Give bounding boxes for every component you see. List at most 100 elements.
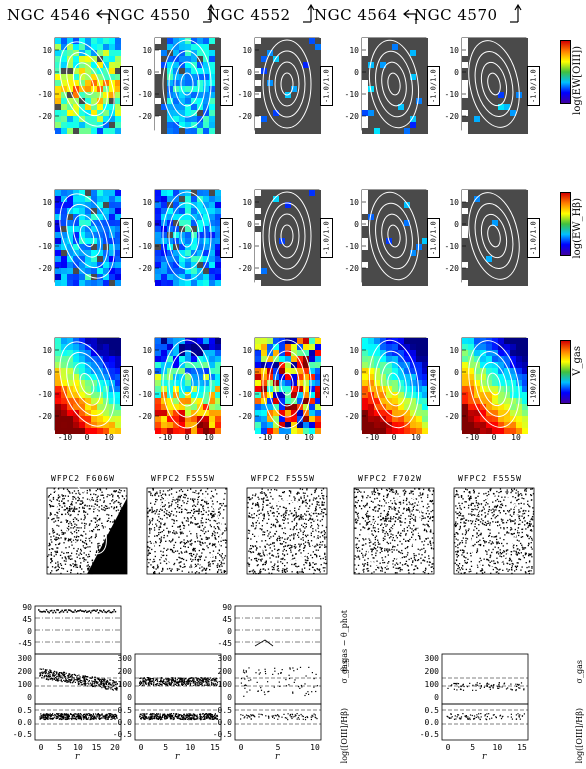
x-tick-label: 15: [210, 743, 220, 752]
orientation-arrow-icon: [403, 9, 417, 24]
profile-plot: 90 45 0 -45 300 200 100 0 0.5 0.0 -0.5 0 5 10: [213, 603, 322, 752]
y-tick-label: 10: [42, 346, 52, 355]
profile-plot: 300 200 100 0 0.5 0.0 -0.5 0 5 10 15: [113, 653, 222, 752]
x-axis-label: r: [175, 752, 180, 762]
y-tick-label: 0: [47, 368, 52, 377]
x-tick-label: 10: [304, 433, 314, 442]
ratio-tick-label: 0.5: [18, 706, 33, 715]
profile-panel: 90 45 0 -45 300 200 100 0 0.5 0.0 -0.5 0 5 10: [213, 603, 322, 752]
x-tick-label: -10: [158, 433, 173, 442]
ratio-tick-label: 0.0: [425, 718, 440, 727]
image-title: WFPC2 F606W: [51, 474, 115, 483]
x-tick-label: 10: [493, 743, 503, 752]
map-panel: 10 0 -10 -20 -1.0/1.0: [38, 189, 135, 286]
x-tick-label: 0: [139, 743, 144, 752]
map-range-label: -60/60: [220, 366, 233, 406]
map-panel: 10 0 -10 -20 -1.0/1.0: [138, 189, 235, 286]
x-tick-label: 5: [163, 743, 168, 752]
ratio-tick-label: 0.0: [18, 718, 33, 727]
pa-tick-label: 90: [222, 603, 232, 612]
map-range-label: -1.0/1.0: [220, 66, 233, 106]
y-tick-label: 0: [454, 220, 459, 229]
y-tick-label: 0: [247, 220, 252, 229]
y-tick-label: 0: [47, 68, 52, 77]
sigma-tick-label: 100: [425, 680, 440, 689]
sigma-tick-label: 0: [27, 693, 32, 702]
x-tick-label: 15: [517, 743, 527, 752]
colorbar-label: log(EW_Hβ): [572, 198, 583, 259]
hst-image-panel: [146, 487, 228, 575]
profile-panel: 300 200 100 0 0.5 0.0 -0.5 0 5 10 15: [420, 606, 529, 752]
map-plot: 10 0 -10 -20 -10 0 10: [445, 337, 528, 442]
y-tick-label: -10: [38, 390, 53, 399]
map-plot: 10 0 -10 -20: [445, 189, 528, 286]
y-tick-label: -10: [138, 90, 153, 99]
ratio-tick-label: -0.5: [13, 730, 32, 739]
sigma-tick-label: 0: [127, 693, 132, 702]
map-panel: 10 0 -10 -20 -1.0/1.0: [138, 37, 235, 134]
hst-image: [246, 487, 328, 575]
map-plot: 10 0 -10 -20: [238, 189, 321, 286]
orientation-arrow-icon: [303, 3, 315, 23]
map-range-label: -250/250: [120, 366, 133, 406]
y-tick-label: -10: [38, 242, 53, 251]
y-tick-label: -20: [345, 264, 360, 273]
map-panel: 10 0 -10 -20 -10 0 10 -25/25: [238, 337, 335, 442]
profile-axis-label: log([OIII]/Hβ): [340, 708, 349, 764]
map-plot: 10 0 -10 -20: [238, 37, 321, 134]
x-tick-label: 5: [57, 743, 62, 752]
map-panel: 10 0 -10 -20 -1.0/1.0: [445, 37, 542, 134]
y-tick-label: -10: [238, 242, 253, 251]
hst-image-panel: [453, 487, 535, 575]
map-range-label: -1.0/1.0: [427, 218, 440, 258]
x-tick-label: 0: [392, 433, 397, 442]
x-tick-label: 0: [185, 433, 190, 442]
y-tick-label: -10: [138, 242, 153, 251]
y-tick-label: -20: [445, 412, 460, 421]
y-tick-label: 10: [142, 198, 152, 207]
y-tick-label: 0: [247, 68, 252, 77]
y-tick-label: -20: [445, 112, 460, 121]
hst-image: [453, 487, 535, 575]
galaxy-title: NGC 4550: [107, 6, 191, 24]
y-tick-label: 10: [242, 46, 252, 55]
y-tick-label: 10: [349, 198, 359, 207]
y-tick-label: 10: [449, 198, 459, 207]
y-tick-label: 0: [247, 368, 252, 377]
map-plot: 10 0 -10 -20: [345, 189, 428, 286]
y-tick-label: 10: [449, 46, 459, 55]
y-tick-label: 10: [42, 46, 52, 55]
hst-image: [146, 487, 228, 575]
y-tick-label: -10: [445, 90, 460, 99]
y-tick-label: -10: [238, 90, 253, 99]
map-panel: 10 0 -10 -20 -1.0/1.0: [38, 37, 135, 134]
map-plot: 10 0 -10 -20: [445, 37, 528, 134]
x-tick-label: 0: [39, 743, 44, 752]
y-tick-label: 0: [454, 368, 459, 377]
orientation-arrow-icon: [510, 3, 522, 23]
map-panel: 10 0 -10 -20 -10 0 10 -190/190: [445, 337, 542, 442]
y-tick-label: -10: [38, 90, 53, 99]
x-tick-label: 10: [310, 743, 320, 752]
orientation-arrow-icon: [96, 9, 110, 24]
map-range-label: -1.0/1.0: [120, 66, 133, 106]
sigma-tick-label: 0: [227, 693, 232, 702]
pa-tick-label: 90: [22, 603, 32, 612]
map-plot: 10 0 -10 -20: [345, 37, 428, 134]
ratio-tick-label: 0.5: [425, 706, 440, 715]
galaxy-title: NGC 4552: [207, 6, 291, 24]
y-tick-label: -20: [238, 412, 253, 421]
pa-tick-label: 45: [222, 615, 232, 624]
map-plot: 10 0 -10 -20: [138, 37, 221, 134]
map-panel: 10 0 -10 -20 -1.0/1.0: [445, 189, 542, 286]
colorbar: [560, 192, 571, 256]
y-tick-label: -20: [138, 112, 153, 121]
profile-axis-label: σ_gas: [340, 660, 349, 684]
sigma-tick-label: 300: [425, 654, 440, 663]
image-title: WFPC2 F555W: [458, 474, 522, 483]
map-panel: 10 0 -10 -20 -10 0 10 -140/140: [345, 337, 442, 442]
map-range-label: -1.0/1.0: [320, 66, 333, 106]
x-tick-label: -10: [258, 433, 273, 442]
x-tick-label: 5: [470, 743, 475, 752]
y-tick-label: -10: [345, 90, 360, 99]
